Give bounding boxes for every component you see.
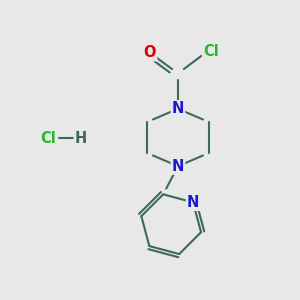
Text: H: H (75, 131, 87, 146)
Text: N: N (172, 101, 184, 116)
Text: Cl: Cl (203, 44, 219, 59)
Text: N: N (187, 195, 199, 210)
Text: O: O (144, 45, 156, 60)
Text: N: N (172, 159, 184, 174)
Text: Cl: Cl (40, 131, 56, 146)
